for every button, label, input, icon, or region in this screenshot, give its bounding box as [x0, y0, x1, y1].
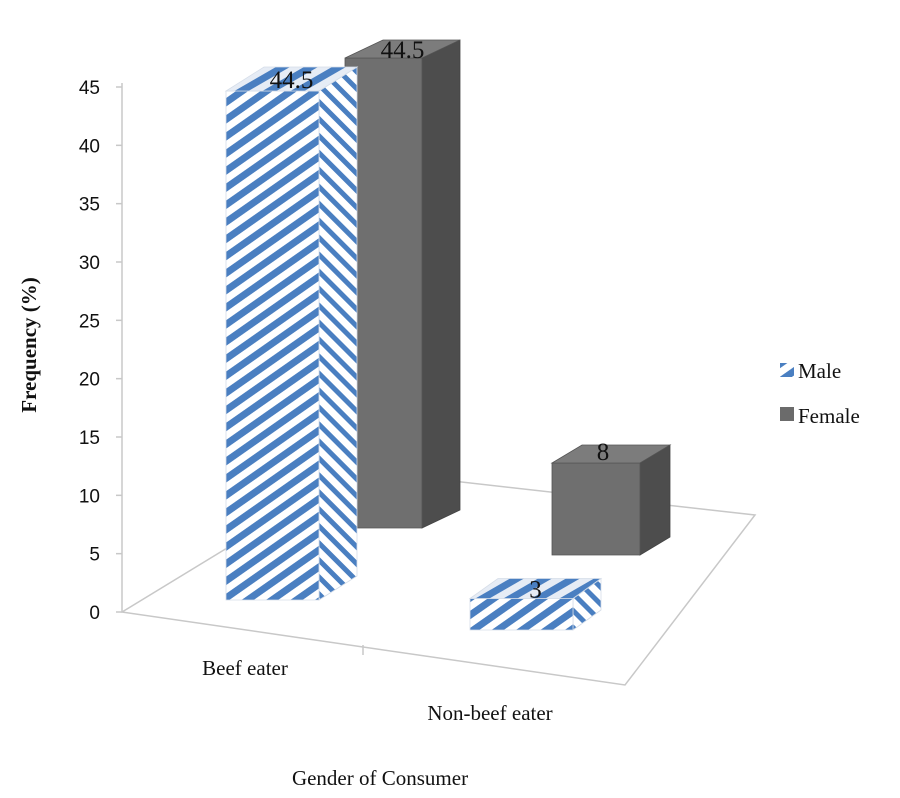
category-label-non-beef-eater: Non-beef eater [427, 701, 552, 725]
y-tick-label: 35 [79, 195, 100, 216]
legend-swatch-male [780, 363, 794, 377]
legend-item-male: Male [780, 359, 841, 383]
bar-female-beef-eater [344, 39, 461, 529]
bar-front-face [551, 462, 641, 556]
bar-front-face [469, 598, 574, 631]
y-tick-label: 30 [79, 253, 100, 274]
legend: Male Female [780, 359, 860, 428]
data-label-male-beef-eater: 44.5 [270, 67, 314, 94]
bar-top-face [344, 39, 461, 59]
legend-item-female: Female [780, 404, 860, 428]
legend-label-male: Male [798, 359, 841, 383]
data-label-female-non-beef-eater: 8 [597, 439, 610, 466]
bar-side-face [318, 66, 358, 601]
bars [224, 39, 672, 631]
y-tick-label: 40 [79, 136, 100, 157]
bar-top-face [468, 578, 603, 599]
bar-front-face [225, 90, 320, 601]
category-label-beef-eater: Beef eater [202, 656, 288, 680]
bar-male-beef-eater [224, 66, 359, 601]
y-tick-label: 25 [79, 311, 100, 332]
bar-male-non-beef-eater [468, 577, 603, 631]
y-axis-ticks: 0 5 10 15 20 25 30 35 40 45 [79, 78, 122, 624]
bar-female-non-beef-eater [550, 444, 672, 556]
bar-side-face [639, 444, 671, 556]
y-tick-label: 20 [79, 370, 100, 391]
y-tick-label: 15 [79, 428, 100, 449]
bar-top-face [550, 444, 672, 464]
y-axis-label: Frequency (%) [17, 277, 41, 413]
y-tick-label: 45 [79, 78, 100, 99]
data-labels: 8 44.5 3 44.5 [270, 37, 610, 604]
legend-label-female: Female [798, 404, 860, 428]
y-tick-label: 0 [89, 603, 100, 624]
data-label-female-beef-eater: 44.5 [381, 37, 425, 64]
x-axis-label: Gender of Consumer [292, 766, 468, 790]
bar-top-face [224, 66, 359, 92]
y-tick-label: 5 [89, 545, 100, 566]
legend-swatch-female [780, 407, 794, 421]
y-tick-label: 10 [79, 486, 100, 507]
bar-side-face [421, 39, 461, 529]
data-label-male-non-beef-eater: 3 [529, 577, 542, 604]
